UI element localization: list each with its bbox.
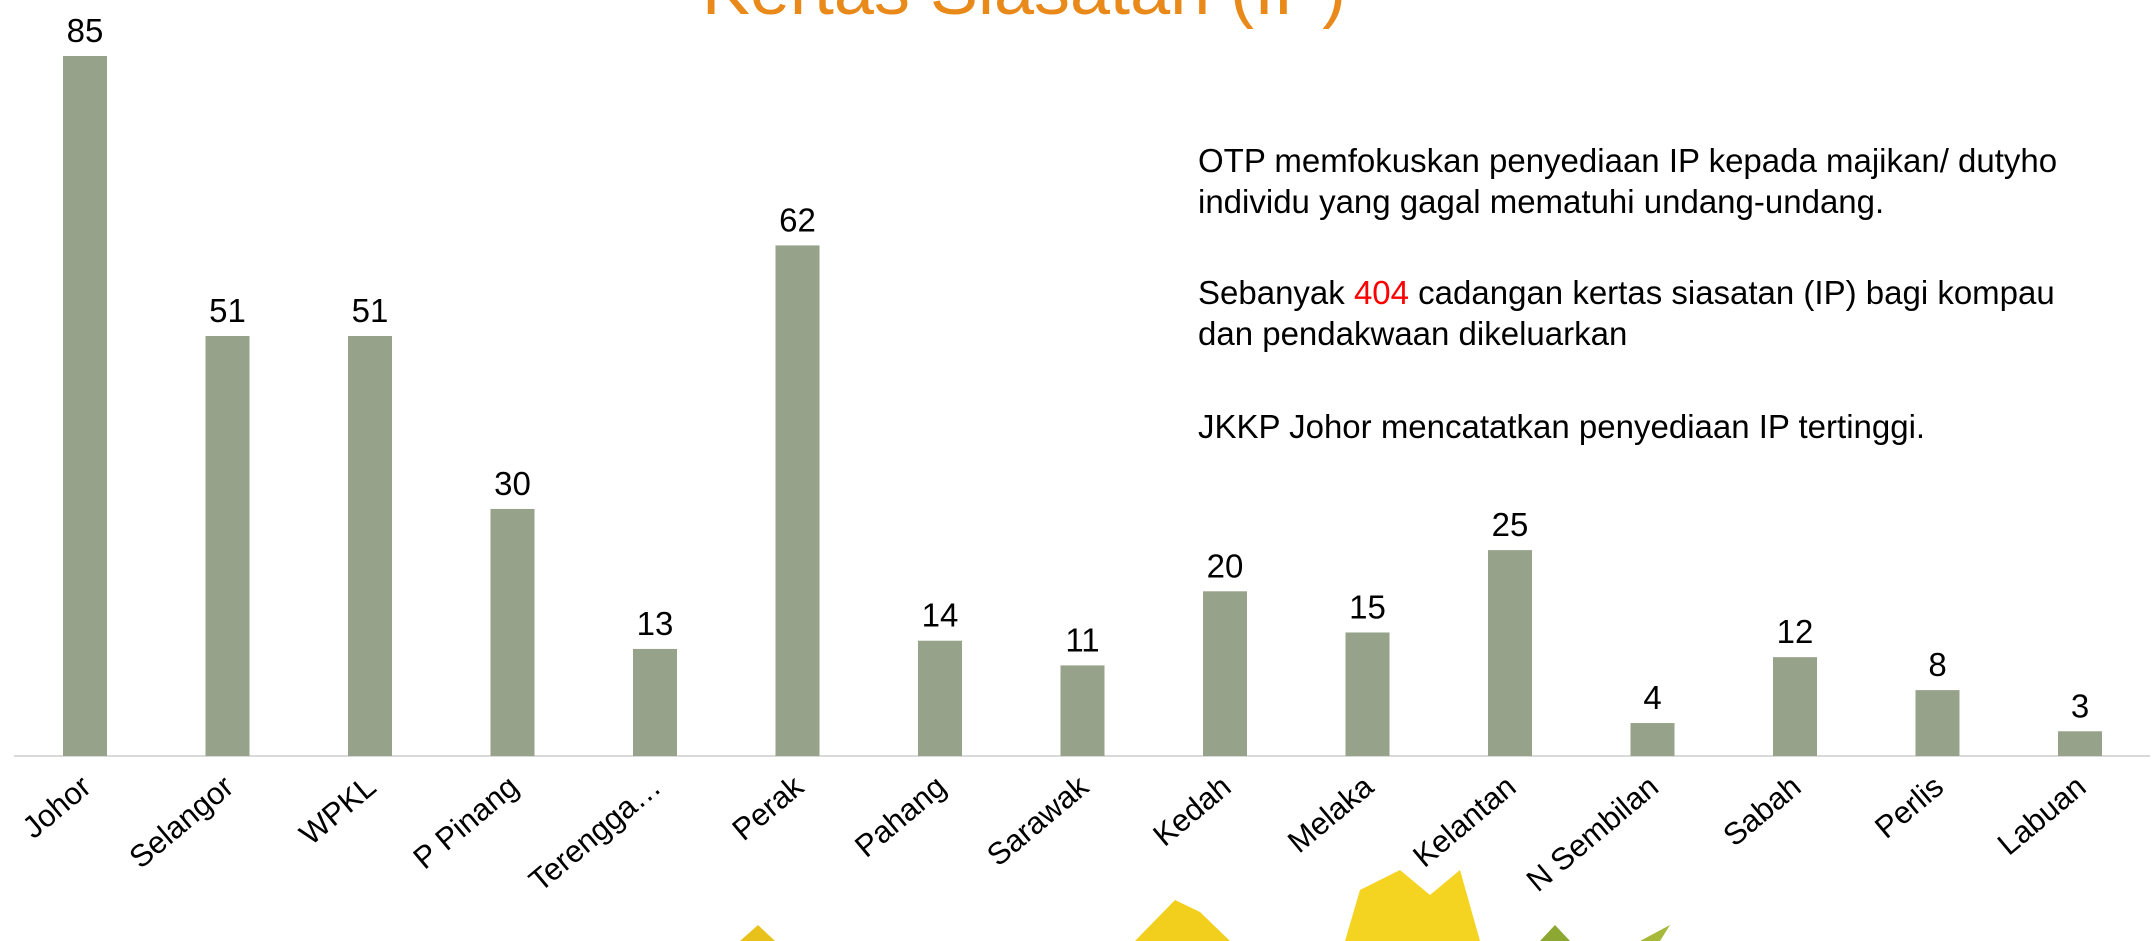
- data-label: 25: [1492, 506, 1529, 543]
- data-label: 15: [1349, 588, 1386, 625]
- x-tick-label: Perlis: [1868, 769, 1950, 846]
- x-tick-label: Selangor: [122, 769, 240, 876]
- data-label: 51: [209, 292, 246, 329]
- x-tick-label: Kedah: [1146, 769, 1237, 853]
- x-tick-label: Melaka: [1281, 768, 1381, 860]
- note-line: individu yang gagal mematuhi undang-unda…: [1198, 183, 1884, 220]
- note-line: dan pendakwaan dikeluarkan: [1198, 315, 1627, 352]
- data-label: 30: [494, 465, 531, 502]
- notes: OTP memfokuskan penyediaan IP kepada maj…: [1198, 142, 2057, 445]
- x-tick-label: Terengga…: [522, 769, 667, 899]
- x-tick-label: Perak: [725, 768, 810, 847]
- data-label: 62: [779, 201, 816, 238]
- bar: [1345, 632, 1390, 756]
- bar: [1488, 550, 1532, 756]
- chart-title: Kertas Siasatan (IP): [702, 0, 1346, 30]
- x-tick-label: Johor: [16, 769, 98, 846]
- bar: [205, 336, 250, 756]
- bar: [1630, 723, 1675, 756]
- x-tick-label: Labuan: [1991, 769, 2093, 862]
- data-label: 14: [922, 597, 959, 634]
- note-text: Sebanyak: [1198, 274, 1354, 311]
- x-tick-label: Sarawak: [980, 768, 1095, 873]
- bar: [2058, 731, 2102, 756]
- leaf-decoration: [740, 870, 1670, 941]
- data-label: 8: [1928, 646, 1946, 683]
- note-line: OTP memfokuskan penyediaan IP kepada maj…: [1198, 142, 2057, 179]
- x-tick-label: P Pinang: [407, 769, 525, 876]
- data-label: 11: [1065, 621, 1099, 658]
- bar: [1915, 690, 1960, 756]
- data-label: 3: [2071, 687, 2089, 724]
- bar: [490, 508, 535, 756]
- bar: [1203, 591, 1247, 756]
- bar: [633, 648, 677, 756]
- x-tick-label: Kelantan: [1406, 769, 1522, 874]
- note-highlight: 404: [1354, 274, 1409, 311]
- data-label: 4: [1643, 679, 1661, 716]
- bar: [1060, 665, 1105, 756]
- note-text: cadangan kertas siasatan (IP) bagi kompa…: [1409, 274, 2055, 311]
- x-tick-label: Pahang: [848, 769, 952, 865]
- data-label: 20: [1207, 547, 1244, 584]
- note-line: JKKP Johor mencatatkan penyediaan IP ter…: [1198, 408, 1925, 445]
- data-label: 51: [352, 292, 389, 329]
- data-label: 13: [637, 605, 674, 642]
- x-tick-label: WPKL: [293, 769, 383, 852]
- bar: [775, 245, 820, 757]
- x-tick-label: N Sembilan: [1520, 769, 1665, 899]
- data-label: 85: [67, 12, 104, 49]
- data-label: 12: [1777, 613, 1814, 650]
- bar: [348, 336, 392, 756]
- bar: [1773, 657, 1817, 756]
- note-line: Sebanyak 404 cadangan kertas siasatan (I…: [1198, 274, 2055, 311]
- bar: [63, 56, 107, 756]
- bar: [918, 640, 962, 756]
- x-tick-label: Sabah: [1716, 769, 1807, 853]
